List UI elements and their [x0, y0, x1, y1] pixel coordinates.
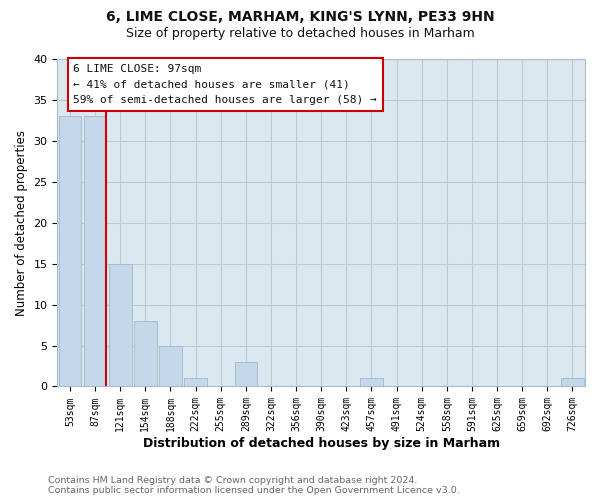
Bar — [360, 378, 383, 386]
Text: 6, LIME CLOSE, MARHAM, KING'S LYNN, PE33 9HN: 6, LIME CLOSE, MARHAM, KING'S LYNN, PE33… — [106, 10, 494, 24]
Text: Contains public sector information licensed under the Open Government Licence v3: Contains public sector information licen… — [48, 486, 460, 495]
Text: 6 LIME CLOSE: 97sqm
← 41% of detached houses are smaller (41)
59% of semi-detach: 6 LIME CLOSE: 97sqm ← 41% of detached ho… — [73, 64, 377, 105]
Bar — [184, 378, 207, 386]
Y-axis label: Number of detached properties: Number of detached properties — [15, 130, 28, 316]
Text: Contains HM Land Registry data © Crown copyright and database right 2024.: Contains HM Land Registry data © Crown c… — [48, 476, 418, 485]
X-axis label: Distribution of detached houses by size in Marham: Distribution of detached houses by size … — [143, 437, 500, 450]
Bar — [59, 116, 81, 386]
Text: Size of property relative to detached houses in Marham: Size of property relative to detached ho… — [125, 28, 475, 40]
Bar — [159, 346, 182, 387]
Bar — [109, 264, 131, 386]
Bar — [134, 321, 157, 386]
Bar — [561, 378, 584, 386]
Bar — [84, 116, 106, 386]
Bar — [235, 362, 257, 386]
